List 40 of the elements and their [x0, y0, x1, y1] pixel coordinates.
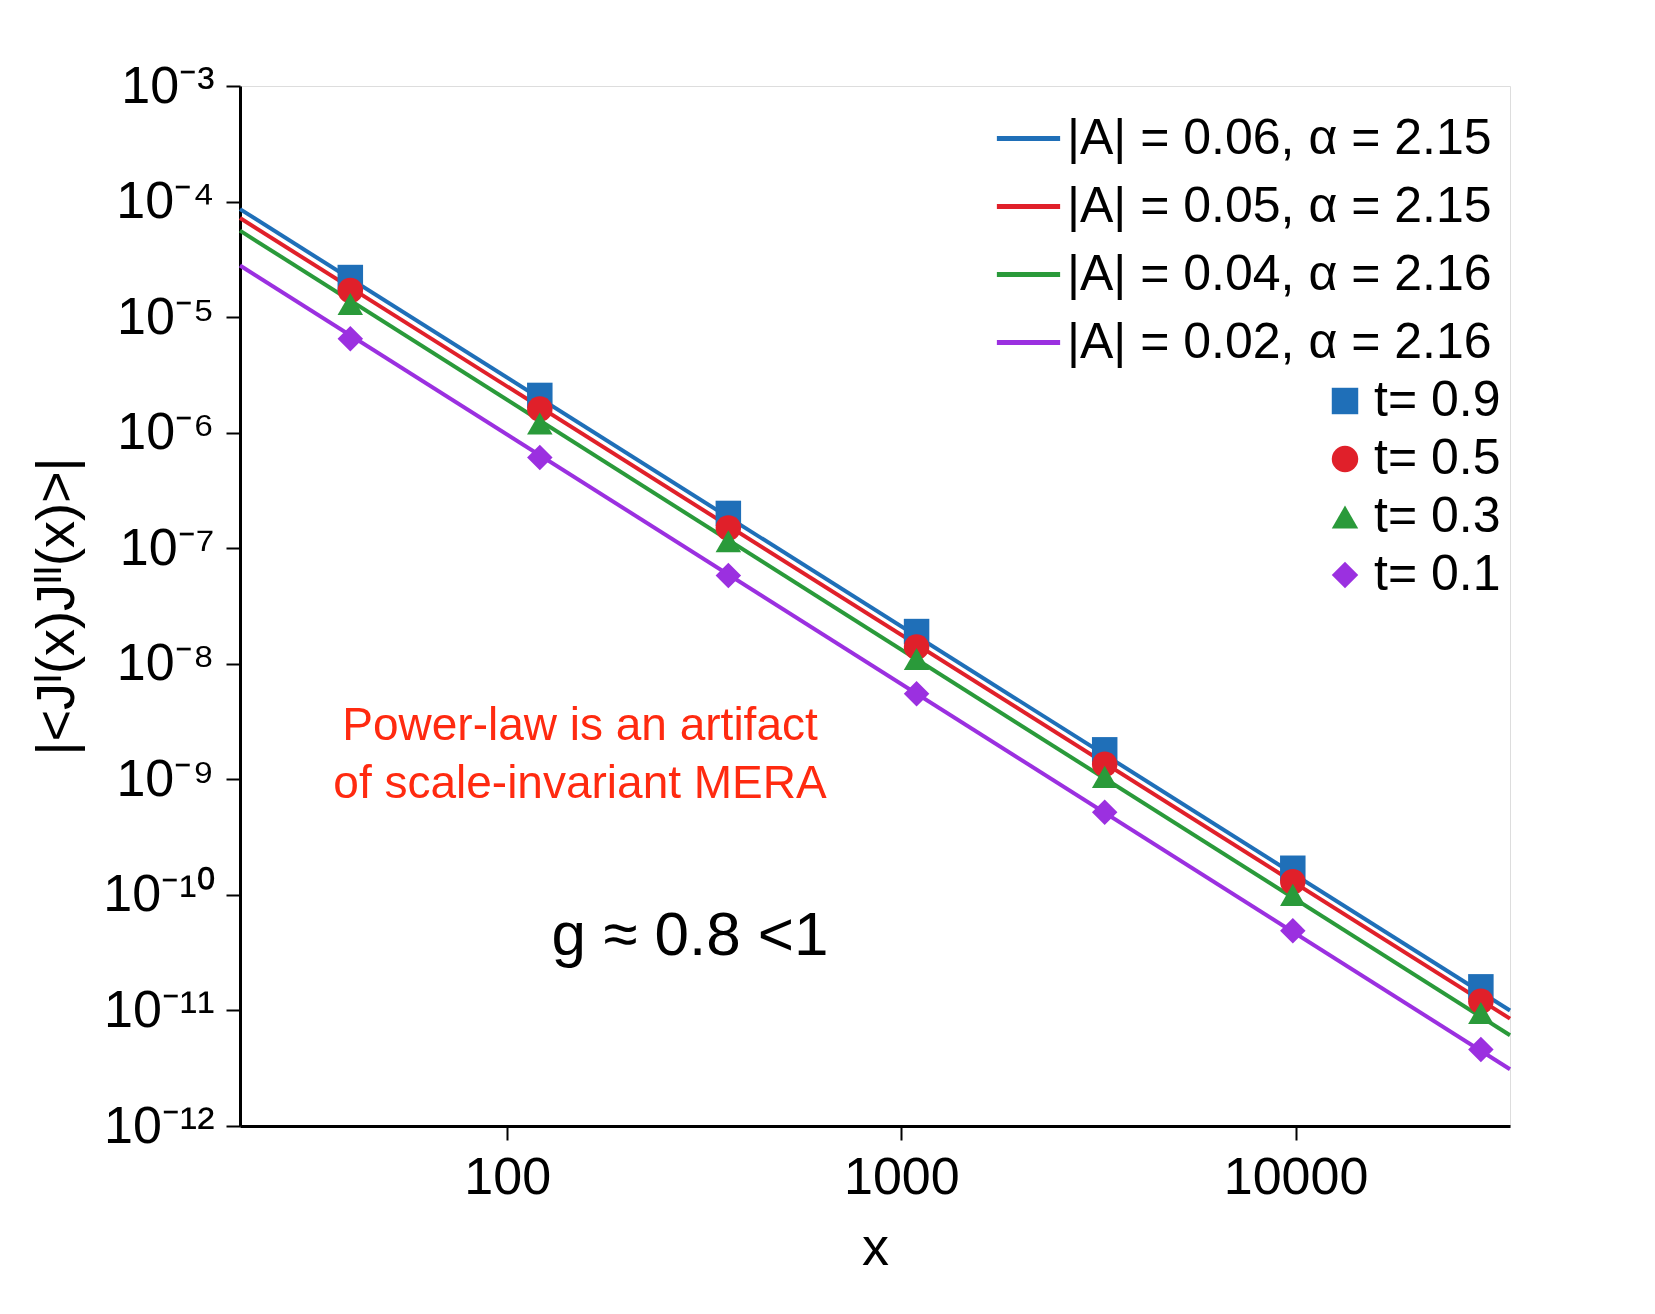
x-tick-label: 1000 — [844, 1146, 960, 1205]
point — [1091, 765, 1118, 788]
point — [715, 530, 742, 553]
legend-label: |A| = 0.04, α = 2.16 — [1067, 244, 1492, 301]
legend-label: t= 0.5 — [1374, 429, 1501, 485]
point — [337, 292, 364, 315]
point — [903, 647, 930, 671]
point — [1091, 799, 1118, 825]
x-axis-title: x — [862, 1215, 889, 1276]
x-tick-label: 10000 — [1223, 1146, 1369, 1205]
x-tick-label: 100 — [464, 1146, 552, 1205]
y-tick-label: 10⁻³ — [121, 55, 215, 114]
point — [527, 444, 553, 471]
annotation: g ≈ 0.8 <1 — [551, 899, 829, 968]
legend-label: t= 0.9 — [1374, 371, 1501, 427]
legend-label: |A| = 0.06, α = 2.15 — [1067, 108, 1492, 165]
point — [903, 681, 930, 707]
point — [527, 412, 553, 435]
y-tick-label: 10⁻⁵ — [117, 286, 215, 345]
point — [337, 325, 364, 352]
y-tick-label: 10⁻¹¹ — [104, 979, 215, 1038]
y-tick-label: 10⁻¹² — [104, 1095, 215, 1154]
legend-label: t= 0.1 — [1374, 545, 1501, 601]
point — [527, 396, 553, 422]
legend-label: |A| = 0.02, α = 2.16 — [1067, 312, 1492, 369]
y-axis-title: |<Jᴵ(x)Jᴵᴵ(x)>| — [25, 457, 86, 756]
y-tick-label: 10⁻⁴ — [116, 171, 215, 230]
annotation: Power-law is an artifact of scale-invariant MERA — [333, 698, 828, 808]
y-tick-label: 10⁻⁸ — [116, 633, 215, 692]
legend-label: t= 0.3 — [1374, 487, 1501, 543]
point — [1280, 917, 1306, 944]
point — [1468, 1001, 1494, 1025]
legend-label: |A| = 0.05, α = 2.15 — [1067, 176, 1492, 233]
y-tick-label: 10⁻⁷ — [119, 517, 215, 576]
point — [1280, 883, 1306, 906]
y-tick-label: 10⁻⁶ — [117, 402, 215, 461]
y-tick-label: 10⁻⁹ — [116, 748, 215, 807]
y-tick-label: 10⁻¹⁰ — [103, 864, 215, 923]
point — [715, 562, 742, 589]
point — [1468, 1036, 1494, 1063]
